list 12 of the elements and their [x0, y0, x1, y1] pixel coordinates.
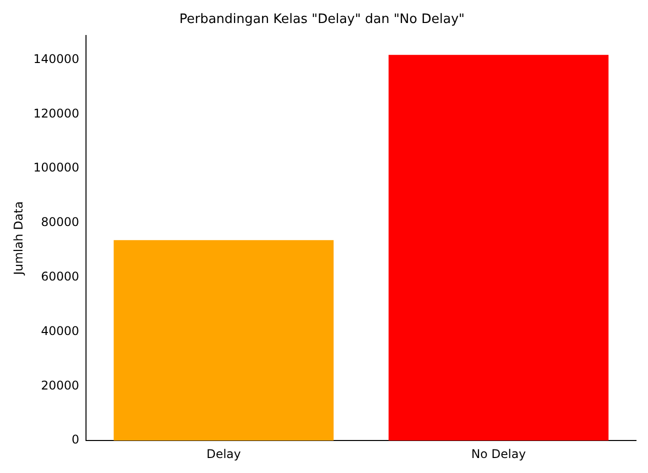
y-tick-label: 0	[72, 432, 80, 447]
y-tick-label: 80000	[41, 215, 80, 230]
y-axis-title: Jumlah Data	[11, 201, 26, 276]
y-tick-label: 100000	[33, 160, 80, 175]
y-tick-label: 40000	[41, 324, 80, 338]
y-tick-label: 140000	[33, 52, 80, 66]
y-tick-label: 20000	[41, 378, 80, 392]
y-tick-label: 60000	[41, 270, 80, 284]
x-tick-label: Delay	[206, 446, 241, 461]
y-tick-label: 120000	[33, 106, 80, 120]
x-tick-label: No Delay	[471, 446, 526, 461]
chart-title: Perbandingan Kelas "Delay" dan "No Delay"	[179, 12, 465, 28]
